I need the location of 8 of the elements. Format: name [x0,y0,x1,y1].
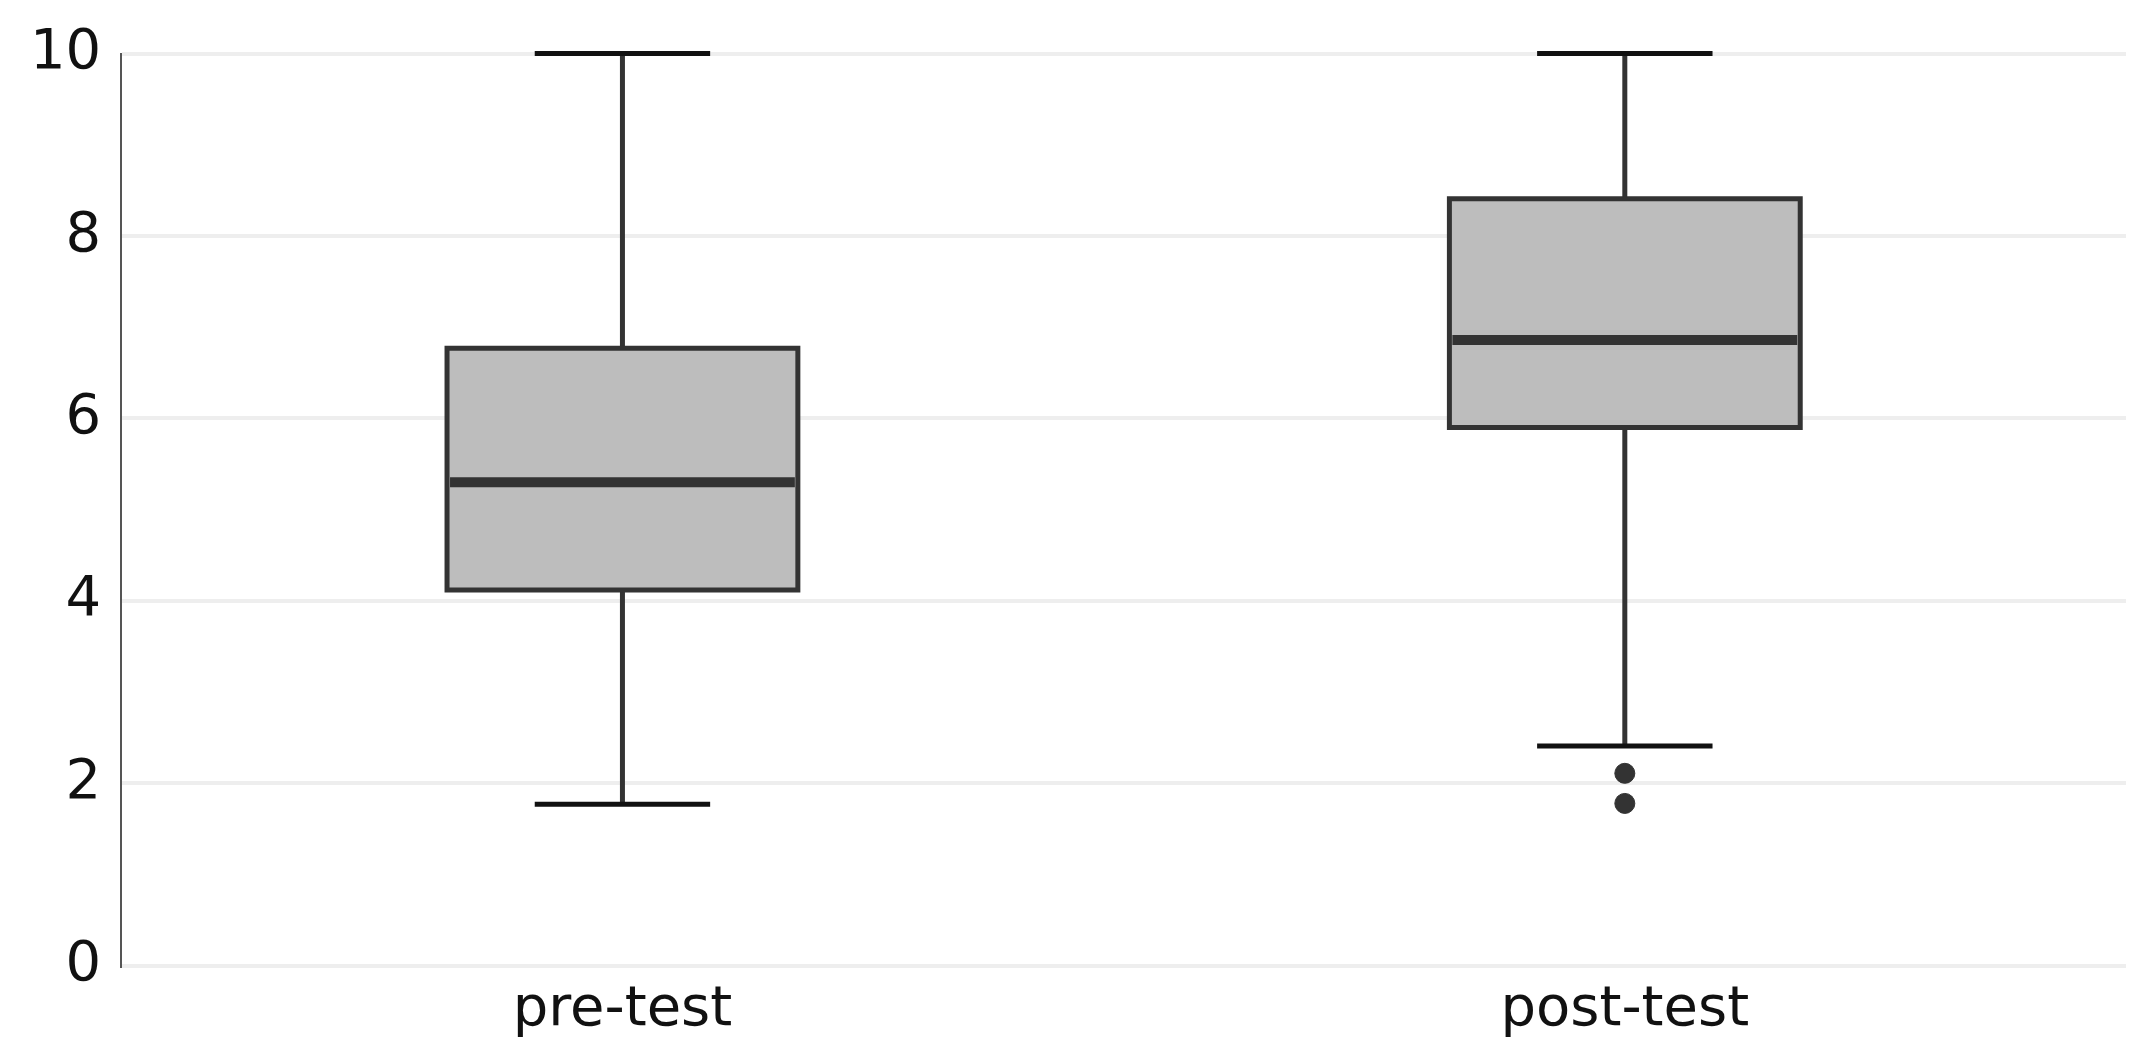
y-tick-label: 8 [65,198,102,264]
x-tick-label: pre-test [512,972,733,1038]
y-tick-label: 0 [65,928,102,994]
x-tick-label: post-test [1500,972,1750,1038]
y-tick-label: 4 [65,563,102,629]
y-tick-label: 10 [29,16,102,82]
y-tick-label: 2 [65,745,102,811]
y-tick-label: 6 [65,381,102,447]
